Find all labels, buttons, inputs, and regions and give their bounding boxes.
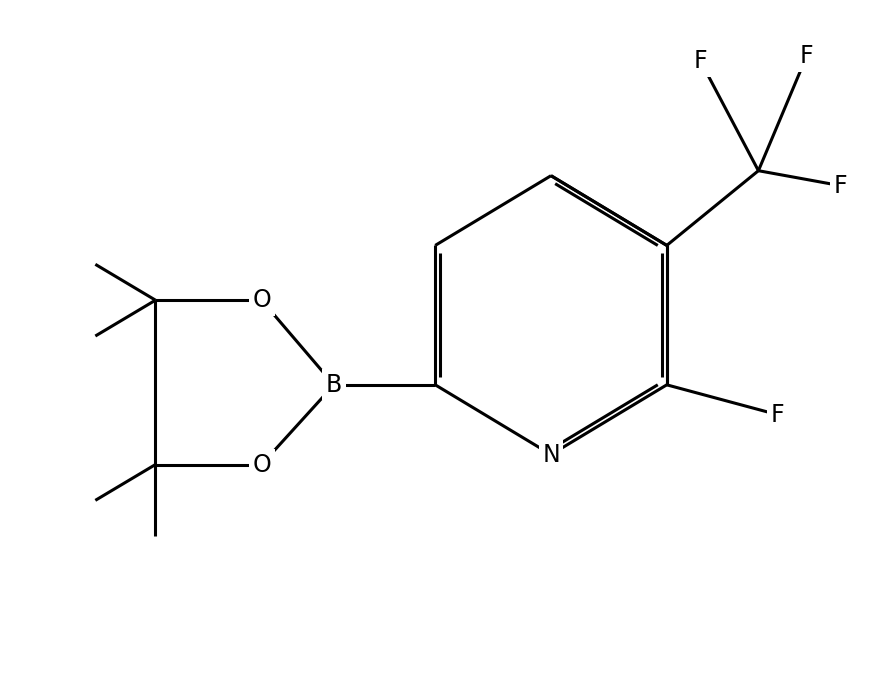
Text: F: F	[771, 403, 784, 427]
Text: N: N	[542, 443, 560, 466]
Text: F: F	[694, 49, 707, 73]
Text: O: O	[252, 288, 271, 312]
Text: O: O	[252, 453, 271, 477]
Text: F: F	[800, 44, 813, 68]
Text: F: F	[834, 173, 847, 198]
Text: B: B	[326, 373, 342, 397]
